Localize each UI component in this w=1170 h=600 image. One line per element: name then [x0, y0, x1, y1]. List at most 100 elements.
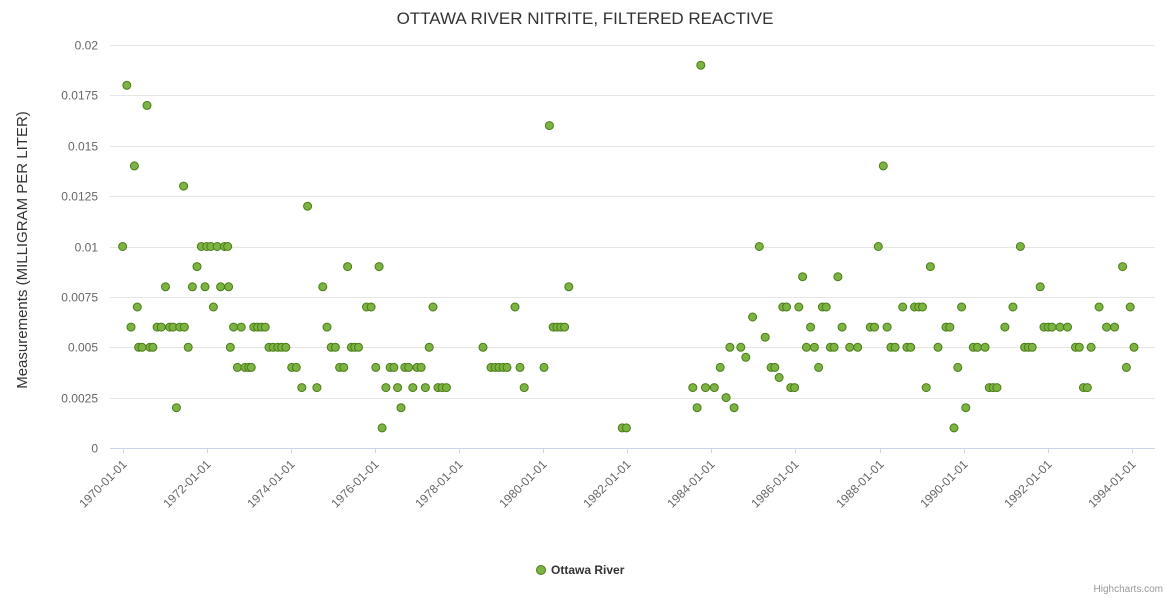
data-point[interactable]: [748, 312, 758, 322]
data-point[interactable]: [200, 282, 210, 292]
data-point[interactable]: [949, 423, 959, 433]
data-point[interactable]: [953, 362, 963, 372]
data-point[interactable]: [992, 383, 1002, 393]
data-point[interactable]: [692, 403, 702, 413]
data-point[interactable]: [225, 342, 235, 352]
data-point[interactable]: [754, 242, 764, 251]
data-point[interactable]: [774, 373, 784, 382]
data-point[interactable]: [132, 302, 142, 312]
data-point[interactable]: [424, 342, 434, 352]
data-point[interactable]: [809, 342, 819, 352]
data-point[interactable]: [232, 362, 242, 372]
data-point[interactable]: [906, 342, 916, 352]
data-point[interactable]: [696, 60, 706, 70]
data-point[interactable]: [224, 282, 234, 292]
data-point[interactable]: [192, 262, 202, 272]
data-point[interactable]: [882, 322, 892, 332]
data-point[interactable]: [510, 302, 520, 312]
data-point[interactable]: [236, 322, 246, 332]
data-point[interactable]: [208, 302, 218, 312]
data-point[interactable]: [715, 362, 725, 372]
data-point[interactable]: [918, 302, 927, 312]
data-point[interactable]: [837, 322, 847, 332]
data-point[interactable]: [1047, 322, 1057, 332]
data-point[interactable]: [408, 383, 418, 393]
data-point[interactable]: [1082, 383, 1092, 393]
data-point[interactable]: [898, 302, 908, 312]
data-point[interactable]: [806, 322, 816, 332]
data-point[interactable]: [187, 282, 197, 292]
data-point[interactable]: [1027, 342, 1037, 352]
data-point[interactable]: [179, 181, 189, 191]
data-point[interactable]: [961, 403, 971, 413]
data-point[interactable]: [1102, 322, 1112, 332]
data-point[interactable]: [377, 423, 387, 433]
data-point[interactable]: [318, 282, 328, 292]
data-point[interactable]: [870, 322, 879, 332]
data-point[interactable]: [1015, 242, 1025, 251]
data-point[interactable]: [1121, 362, 1131, 372]
data-point[interactable]: [343, 262, 353, 272]
data-point[interactable]: [322, 322, 332, 332]
data-point[interactable]: [161, 282, 170, 292]
data-point[interactable]: [945, 322, 955, 332]
data-point[interactable]: [1110, 322, 1120, 332]
data-point[interactable]: [339, 362, 349, 372]
data-point[interactable]: [736, 342, 746, 352]
data-point[interactable]: [957, 302, 967, 312]
data-point[interactable]: [246, 362, 256, 372]
data-point[interactable]: [701, 383, 710, 393]
data-point[interactable]: [404, 362, 414, 372]
data-point[interactable]: [396, 403, 406, 413]
data-point[interactable]: [171, 403, 181, 413]
data-point[interactable]: [721, 393, 731, 403]
data-point[interactable]: [441, 383, 451, 393]
data-point[interactable]: [478, 342, 488, 352]
data-point[interactable]: [1118, 262, 1128, 272]
data-point[interactable]: [297, 383, 307, 393]
data-point[interactable]: [381, 383, 391, 393]
data-point[interactable]: [921, 383, 931, 393]
highcharts-credits-link[interactable]: Highcharts.com: [1094, 584, 1163, 595]
data-point[interactable]: [725, 342, 735, 352]
data-point[interactable]: [183, 342, 193, 352]
data-point[interactable]: [1063, 322, 1072, 332]
data-point[interactable]: [281, 342, 291, 352]
data-point[interactable]: [709, 383, 719, 393]
data-point[interactable]: [223, 242, 233, 251]
data-point[interactable]: [156, 322, 166, 332]
data-point[interactable]: [933, 342, 943, 352]
data-point[interactable]: [416, 362, 426, 372]
data-point[interactable]: [389, 362, 399, 372]
data-point[interactable]: [515, 362, 525, 372]
data-point[interactable]: [729, 403, 739, 413]
data-point[interactable]: [129, 161, 139, 171]
data-point[interactable]: [821, 302, 831, 312]
data-point[interactable]: [519, 383, 529, 393]
data-point[interactable]: [428, 302, 438, 312]
data-point[interactable]: [794, 302, 804, 312]
data-point[interactable]: [330, 342, 340, 352]
data-point[interactable]: [371, 362, 381, 372]
data-point[interactable]: [420, 383, 430, 393]
data-point[interactable]: [118, 242, 128, 251]
data-point[interactable]: [1125, 302, 1135, 312]
data-point[interactable]: [890, 342, 900, 352]
data-point[interactable]: [393, 383, 403, 393]
data-point[interactable]: [179, 322, 189, 332]
data-point[interactable]: [1000, 322, 1010, 332]
data-point[interactable]: [770, 362, 780, 372]
data-point[interactable]: [973, 342, 982, 352]
data-point[interactable]: [216, 282, 226, 292]
data-point[interactable]: [137, 342, 147, 352]
data-point[interactable]: [303, 201, 313, 211]
data-point[interactable]: [1008, 302, 1018, 312]
data-point[interactable]: [291, 362, 301, 372]
data-point[interactable]: [1129, 342, 1139, 352]
data-point[interactable]: [845, 342, 855, 352]
data-point[interactable]: [1086, 342, 1096, 352]
data-point[interactable]: [354, 342, 363, 352]
data-point[interactable]: [229, 322, 239, 332]
data-point[interactable]: [539, 362, 549, 372]
data-point[interactable]: [122, 80, 132, 90]
